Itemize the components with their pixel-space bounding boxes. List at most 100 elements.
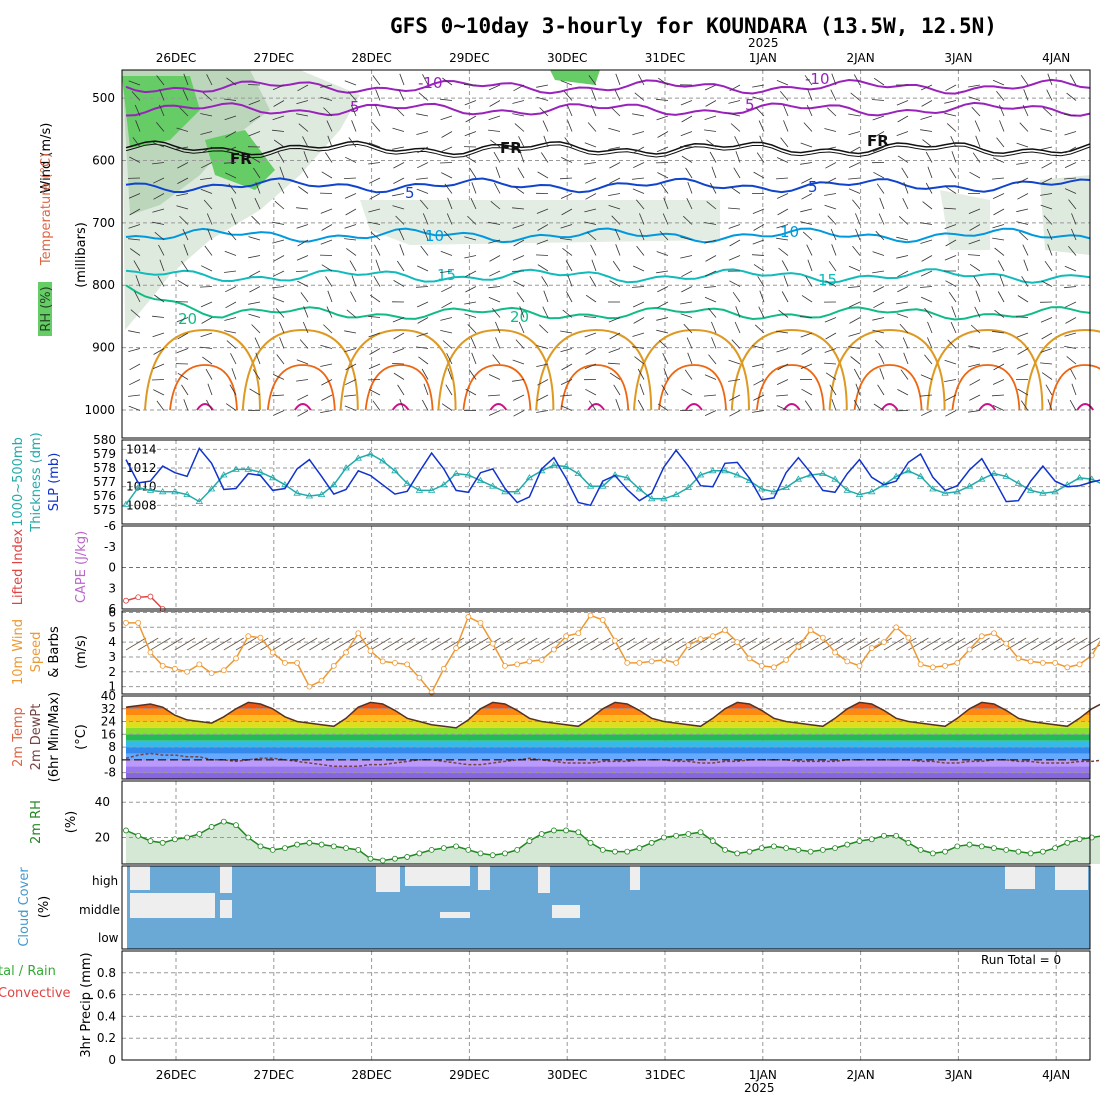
- rh-line-point: [966, 841, 973, 848]
- rh-line-point: [404, 854, 411, 860]
- wind-barb: [560, 80, 573, 86]
- wind-barb: [751, 254, 765, 256]
- wind-barb: [419, 637, 440, 651]
- wind-barb: [585, 294, 597, 303]
- wind-barb: [204, 245, 213, 256]
- wind-barb: [1046, 89, 1053, 101]
- wind-speed-line-point: [318, 677, 325, 684]
- wind-barb: [801, 348, 813, 355]
- wind-barb: [488, 297, 501, 303]
- wind-barb: [920, 637, 941, 651]
- rh-line-point: [538, 831, 545, 837]
- stability-panel: -6 -3 0 3 6: [104, 519, 1091, 616]
- wind-barb: [878, 353, 885, 365]
- wind-speed-line-point: [1027, 658, 1034, 665]
- wind-barb: [850, 356, 861, 365]
- wind-barb: [686, 337, 693, 349]
- date-label-top: 29DEC: [449, 51, 489, 65]
- wind-barb: [609, 162, 621, 169]
- wind-barb: [681, 286, 693, 293]
- wind-barb: [151, 379, 165, 381]
- wind-barb: [225, 286, 237, 293]
- wind-barb: [393, 162, 405, 169]
- wind-barb: [992, 237, 1005, 241]
- wind-barb: [375, 259, 381, 272]
- wind-speed-line-point: [440, 665, 447, 672]
- wind-speed-line-point: [758, 662, 765, 669]
- wind-barb: [1069, 399, 1077, 411]
- temp-tick-label: 24: [101, 715, 116, 729]
- wind-barb: [350, 104, 357, 117]
- wind-speed-line-point: [343, 649, 349, 656]
- cloud-gap: [220, 900, 232, 918]
- wind-barb: [728, 255, 741, 261]
- wind-barb: [297, 410, 309, 417]
- wind-barb: [128, 394, 141, 397]
- boundary-layer-contour: [535, 328, 653, 411]
- wind-barb: [853, 74, 861, 86]
- pressure-tick-label: 600: [92, 153, 115, 167]
- thickness-line-point: [305, 492, 314, 499]
- wind-barb: [298, 186, 309, 194]
- thickness-line-point: [904, 467, 913, 474]
- wind-barb: [446, 213, 453, 225]
- thickness-line-point: [232, 465, 240, 472]
- wind-barb: [683, 323, 693, 334]
- wind-barb: [277, 151, 285, 163]
- wind-barb: [440, 270, 453, 273]
- wind-barb: [560, 238, 573, 241]
- wind-barb: [273, 374, 285, 380]
- wind-barb: [392, 348, 405, 354]
- panel-frame: [121, 525, 1091, 610]
- rh-line-point: [929, 850, 936, 857]
- wind-barb: [421, 368, 429, 380]
- wind-barb: [368, 315, 381, 318]
- wind-barb: [344, 224, 357, 229]
- wind-barb: [969, 637, 990, 651]
- wind-barb: [134, 104, 141, 117]
- wind-barb: [536, 239, 549, 245]
- wind-barb: [398, 228, 405, 241]
- rh-line-point: [245, 834, 252, 841]
- wind-barb: [810, 637, 831, 651]
- wind-barb: [488, 410, 501, 416]
- wind-barb: [638, 74, 645, 86]
- wind-barb: [896, 100, 909, 106]
- boundary-layer-contour: [853, 364, 923, 411]
- thickness-tick-label: 580: [93, 433, 116, 447]
- wind-barb: [824, 348, 837, 353]
- date-label-top: 26DEC: [156, 51, 196, 65]
- wind-barb: [345, 363, 357, 371]
- wind-barb: [614, 637, 636, 651]
- wind-barb: [439, 162, 453, 164]
- wind-barb: [560, 394, 573, 397]
- wind-barb: [470, 197, 477, 210]
- wind-barb: [423, 383, 429, 396]
- li-tick-label: 6: [108, 602, 116, 616]
- wind-speed-line-point: [661, 657, 667, 663]
- wind-barb: [224, 250, 237, 256]
- wind-barb: [392, 205, 405, 210]
- wind-barb: [735, 306, 741, 318]
- wind-barb: [492, 354, 501, 365]
- cloud-gap: [130, 866, 150, 890]
- wind-barb: [708, 307, 717, 318]
- wind-barb: [272, 221, 285, 225]
- wind-barb: [800, 162, 813, 165]
- wind-barb: [733, 167, 741, 179]
- wind-barb: [129, 156, 141, 163]
- date-label-top: 2JAN: [847, 51, 875, 65]
- wind-speed-line-point: [587, 612, 594, 619]
- wind-barb: [200, 177, 213, 180]
- wind-barb: [488, 115, 501, 121]
- rh-line-point: [636, 845, 643, 852]
- wind-speed-line-point: [294, 659, 301, 666]
- temp-color-band: [126, 734, 1090, 741]
- wind-barb: [635, 199, 645, 210]
- wind-barb: [346, 248, 357, 256]
- wind-barb: [393, 332, 405, 340]
- temp-color-band: [122, 696, 1090, 702]
- wind-barb: [186, 637, 208, 651]
- wind-barb: [296, 207, 309, 210]
- wind-barb: [279, 337, 285, 349]
